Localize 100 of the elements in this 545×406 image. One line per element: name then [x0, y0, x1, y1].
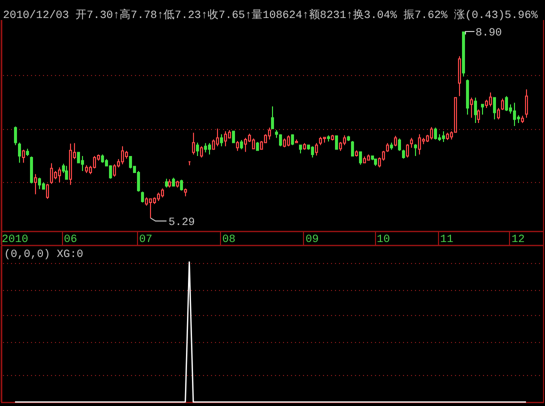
candlestick	[232, 130, 235, 144]
candlestick	[141, 191, 144, 203]
candlestick	[363, 156, 366, 164]
candlestick	[220, 134, 223, 147]
x-tick-label: 08	[222, 234, 236, 246]
x-tick-label: 10	[376, 234, 390, 246]
candlestick	[216, 128, 219, 147]
x-tick-label: 09	[305, 234, 319, 246]
candlestick	[180, 179, 183, 192]
candlestick	[22, 149, 25, 164]
candlestick	[200, 146, 203, 158]
candlestick	[454, 97, 457, 134]
candlestick	[287, 134, 290, 147]
chart-title: (0,0,0) XG:0	[4, 249, 84, 261]
candlestick	[18, 142, 21, 164]
candlestick	[295, 138, 298, 144]
candlestick	[26, 148, 29, 157]
candlestick	[418, 134, 421, 155]
candlestick	[351, 140, 354, 158]
candlestick	[374, 158, 377, 166]
candlestick	[505, 96, 508, 112]
candlestick	[81, 156, 84, 172]
candlestick	[58, 166, 61, 183]
candlestick	[165, 178, 168, 188]
candlestick	[129, 156, 132, 169]
candlestick	[450, 130, 453, 140]
candlestick	[430, 126, 433, 140]
candlestick	[283, 138, 286, 148]
candlestick	[525, 88, 528, 118]
candlestick	[493, 96, 496, 120]
candlestick	[347, 135, 350, 142]
candlestick	[38, 177, 41, 190]
candlestick	[442, 130, 445, 143]
candlestick	[149, 198, 152, 218]
candlestick	[331, 134, 334, 142]
candlestick	[256, 142, 259, 152]
candlestick	[65, 165, 68, 180]
candlestick	[434, 127, 437, 140]
candlestick	[279, 134, 282, 147]
candlestick	[386, 142, 389, 152]
candlestick	[69, 143, 72, 186]
candlestick	[390, 142, 393, 150]
candlestick	[176, 180, 179, 188]
candlestick	[271, 106, 274, 130]
candlestick	[394, 135, 397, 147]
annotation: 8.90	[476, 28, 502, 40]
candlestick	[477, 109, 480, 124]
candlestick	[268, 127, 271, 140]
candlestick	[470, 97, 473, 118]
candlestick	[402, 149, 405, 160]
annotation: 5.29	[168, 217, 195, 229]
candlestick	[101, 154, 104, 164]
candlestick	[240, 139, 243, 150]
candlestick	[319, 136, 322, 146]
candlestick	[466, 79, 469, 116]
candlestick	[192, 132, 195, 155]
candlestick	[291, 134, 294, 146]
candlestick	[137, 170, 140, 192]
candlestick	[184, 188, 187, 197]
candlestick	[327, 134, 330, 142]
x-tick-label: 11	[440, 234, 454, 246]
candlestick	[42, 182, 45, 190]
candlestick	[311, 146, 314, 158]
candlestick	[521, 115, 524, 124]
candlestick	[414, 144, 417, 157]
candlestick	[157, 192, 160, 202]
candlestick	[513, 102, 516, 127]
candlestick	[299, 144, 302, 154]
candlestick	[398, 138, 401, 152]
candlestick	[172, 177, 175, 187]
candlestick	[489, 92, 492, 107]
candlestick	[458, 56, 461, 97]
candlestick	[34, 174, 37, 195]
candlestick	[323, 136, 326, 144]
candlestick	[474, 97, 477, 124]
candlestick	[50, 162, 53, 184]
candlestick	[410, 137, 413, 148]
candlestick	[355, 150, 358, 158]
candlestick	[208, 142, 211, 155]
x-tick-label: 07	[139, 234, 152, 246]
x-tick-label: 2010	[2, 234, 28, 246]
candlestick	[121, 146, 124, 165]
x-tick-label: 12	[511, 234, 525, 246]
candlestick	[46, 183, 49, 200]
chart-subtitle: 2010/12/03 开7.30↑高7.78↑低7.23↑收7.65↑量108624↑额8231↑换3.04% 振7.62% 涨(0.43)5.96%	[3, 8, 538, 22]
candlestick	[303, 142, 306, 150]
candlestick	[236, 140, 239, 152]
candlestick	[196, 142, 199, 157]
candlestick	[168, 178, 171, 188]
candlestick	[224, 130, 227, 147]
candlestick	[85, 164, 88, 174]
candlestick	[161, 188, 164, 198]
candlestick	[315, 142, 318, 156]
candlestick	[367, 154, 370, 162]
candlestick	[14, 126, 17, 146]
candlestick	[462, 31, 465, 77]
candlestick	[406, 144, 409, 158]
candlestick	[359, 150, 362, 166]
candlestick	[335, 134, 338, 150]
x-tick-label: 06	[64, 234, 78, 246]
